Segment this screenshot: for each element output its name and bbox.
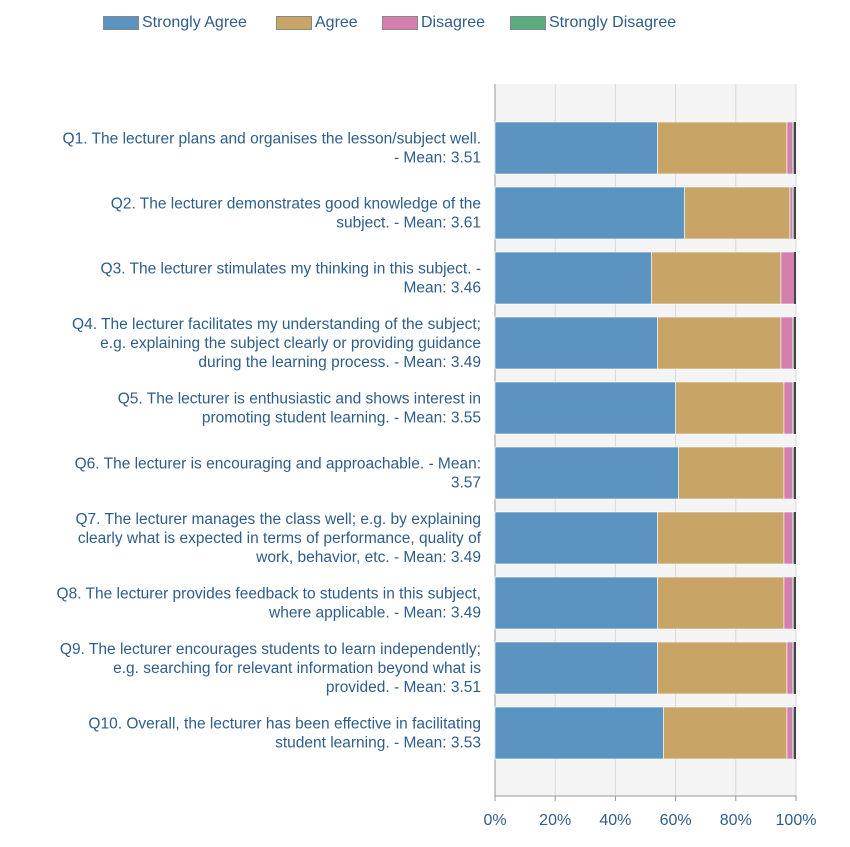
category-label-line: clearly what is expected in terms of per… <box>78 530 482 547</box>
category-label-line: student learning. - Mean: 3.53 <box>275 735 481 752</box>
category-label-line: Q1. The lecturer plans and organises the… <box>63 131 481 148</box>
bar-disagree-q8 <box>783 576 794 630</box>
category-label-line: - Mean: 3.51 <box>394 150 481 167</box>
bar-agree-q5 <box>675 381 785 435</box>
legend-item-strongly-disagree[interactable]: Strongly Disagree <box>510 12 676 34</box>
bar-disagree-q5 <box>783 381 794 435</box>
category-label-line: Mean: 3.46 <box>403 280 481 297</box>
x-tick-label: 40% <box>599 812 631 829</box>
category-label-line: 3.57 <box>451 475 481 492</box>
category-label-q5: Q5. The lecturer is enthusiastic and sho… <box>118 391 481 427</box>
category-label-line: promoting student learning. - Mean: 3.55 <box>202 410 481 427</box>
category-label-line: during the learning process. - Mean: 3.4… <box>198 354 481 371</box>
bar-agree-q1 <box>657 121 788 175</box>
bar-disagree-q10 <box>786 706 794 760</box>
legend-item-strongly-agree[interactable]: Strongly Agree <box>103 12 247 34</box>
category-label-q3: Q3. The lecturer stimulates my thinking … <box>101 261 481 297</box>
bar-strongly-agree-q8 <box>494 576 658 630</box>
category-label-line: Q6. The lecturer is encouraging and appr… <box>75 456 481 473</box>
legend-label: Agree <box>315 14 358 31</box>
category-label-line: Q2. The lecturer demonstrates good knowl… <box>111 196 481 213</box>
bar-strongly-agree-q9 <box>494 641 658 695</box>
bar-disagree-q2 <box>789 186 794 240</box>
category-label-q1: Q1. The lecturer plans and organises the… <box>63 131 481 167</box>
category-label-q4: Q4. The lecturer facilitates my understa… <box>72 316 481 371</box>
legend-item-agree[interactable]: Agree <box>276 12 358 34</box>
x-tick-label: 20% <box>539 812 571 829</box>
category-label-line: Q10. Overall, the lecturer has been effe… <box>88 716 481 733</box>
bar-strongly-agree-q10 <box>494 706 664 760</box>
category-label-line: e.g. explaining the subject clearly or p… <box>100 335 481 352</box>
bar-strongly-agree-q3 <box>494 251 652 305</box>
legend-item-disagree[interactable]: Disagree <box>382 12 485 34</box>
category-label-line: Q7. The lecturer manages the class well;… <box>75 511 481 528</box>
bar-strongly-agree-q7 <box>494 511 658 565</box>
x-tick-label: 60% <box>660 812 692 829</box>
legend-swatch <box>510 16 546 30</box>
bar-strongly-agree-q1 <box>494 121 658 175</box>
bar-strongly-agree-q5 <box>494 381 676 435</box>
bar-agree-q8 <box>657 576 785 630</box>
bar-disagree-q7 <box>783 511 794 565</box>
category-label-line: Q8. The lecturer provides feedback to st… <box>57 586 481 603</box>
category-label-line: Q4. The lecturer facilitates my understa… <box>72 316 481 333</box>
category-label-q9: Q9. The lecturer encourages students to … <box>60 641 481 696</box>
category-label-line: e.g. searching for relevant information … <box>113 660 481 677</box>
category-label-q8: Q8. The lecturer provides feedback to st… <box>57 586 481 622</box>
category-label-line: work, behavior, etc. - Mean: 3.49 <box>255 549 481 566</box>
legend-label: Strongly Disagree <box>549 14 677 31</box>
category-label-q2: Q2. The lecturer demonstrates good knowl… <box>111 196 481 232</box>
category-label-q6: Q6. The lecturer is encouraging and appr… <box>75 456 481 492</box>
legend-swatch <box>276 16 312 30</box>
bar-strongly-agree-q2 <box>494 186 685 240</box>
bar-disagree-q4 <box>780 316 794 370</box>
bar-agree-q6 <box>678 446 785 500</box>
bar-disagree-q6 <box>783 446 794 500</box>
x-tick-label: 80% <box>720 812 752 829</box>
category-label-line: Q3. The lecturer stimulates my thinking … <box>101 261 481 278</box>
bar-agree-q2 <box>684 186 791 240</box>
category-label-line: Q5. The lecturer is enthusiastic and sho… <box>118 391 481 408</box>
bar-agree-q7 <box>657 511 785 565</box>
bar-agree-q4 <box>657 316 782 370</box>
bar-agree-q9 <box>657 641 788 695</box>
legend-swatch <box>103 16 139 30</box>
bar-agree-q3 <box>651 251 782 305</box>
category-label-q7: Q7. The lecturer manages the class well;… <box>75 511 481 566</box>
category-label-line: where applicable. - Mean: 3.49 <box>268 605 481 622</box>
bar-strongly-agree-q4 <box>494 316 658 370</box>
legend-label: Disagree <box>421 14 486 31</box>
x-tick-label: 0% <box>483 812 506 829</box>
bar-disagree-q3 <box>780 251 797 305</box>
legend-label: Strongly Agree <box>142 14 247 31</box>
chart-legend: Strongly Agree Agree Disagree Strongly Disa… <box>0 12 850 34</box>
x-tick-label: 100% <box>776 812 817 829</box>
bar-disagree-q9 <box>786 641 794 695</box>
bar-strongly-agree-q6 <box>494 446 679 500</box>
category-label-line: Q9. The lecturer encourages students to … <box>60 641 481 658</box>
category-label-line: subject. - Mean: 3.61 <box>336 215 481 232</box>
category-label-line: provided. - Mean: 3.51 <box>326 679 481 696</box>
category-label-q10: Q10. Overall, the lecturer has been effe… <box>88 716 481 752</box>
bar-agree-q10 <box>663 706 788 760</box>
bar-disagree-q1 <box>786 121 794 175</box>
legend-swatch <box>382 16 418 30</box>
